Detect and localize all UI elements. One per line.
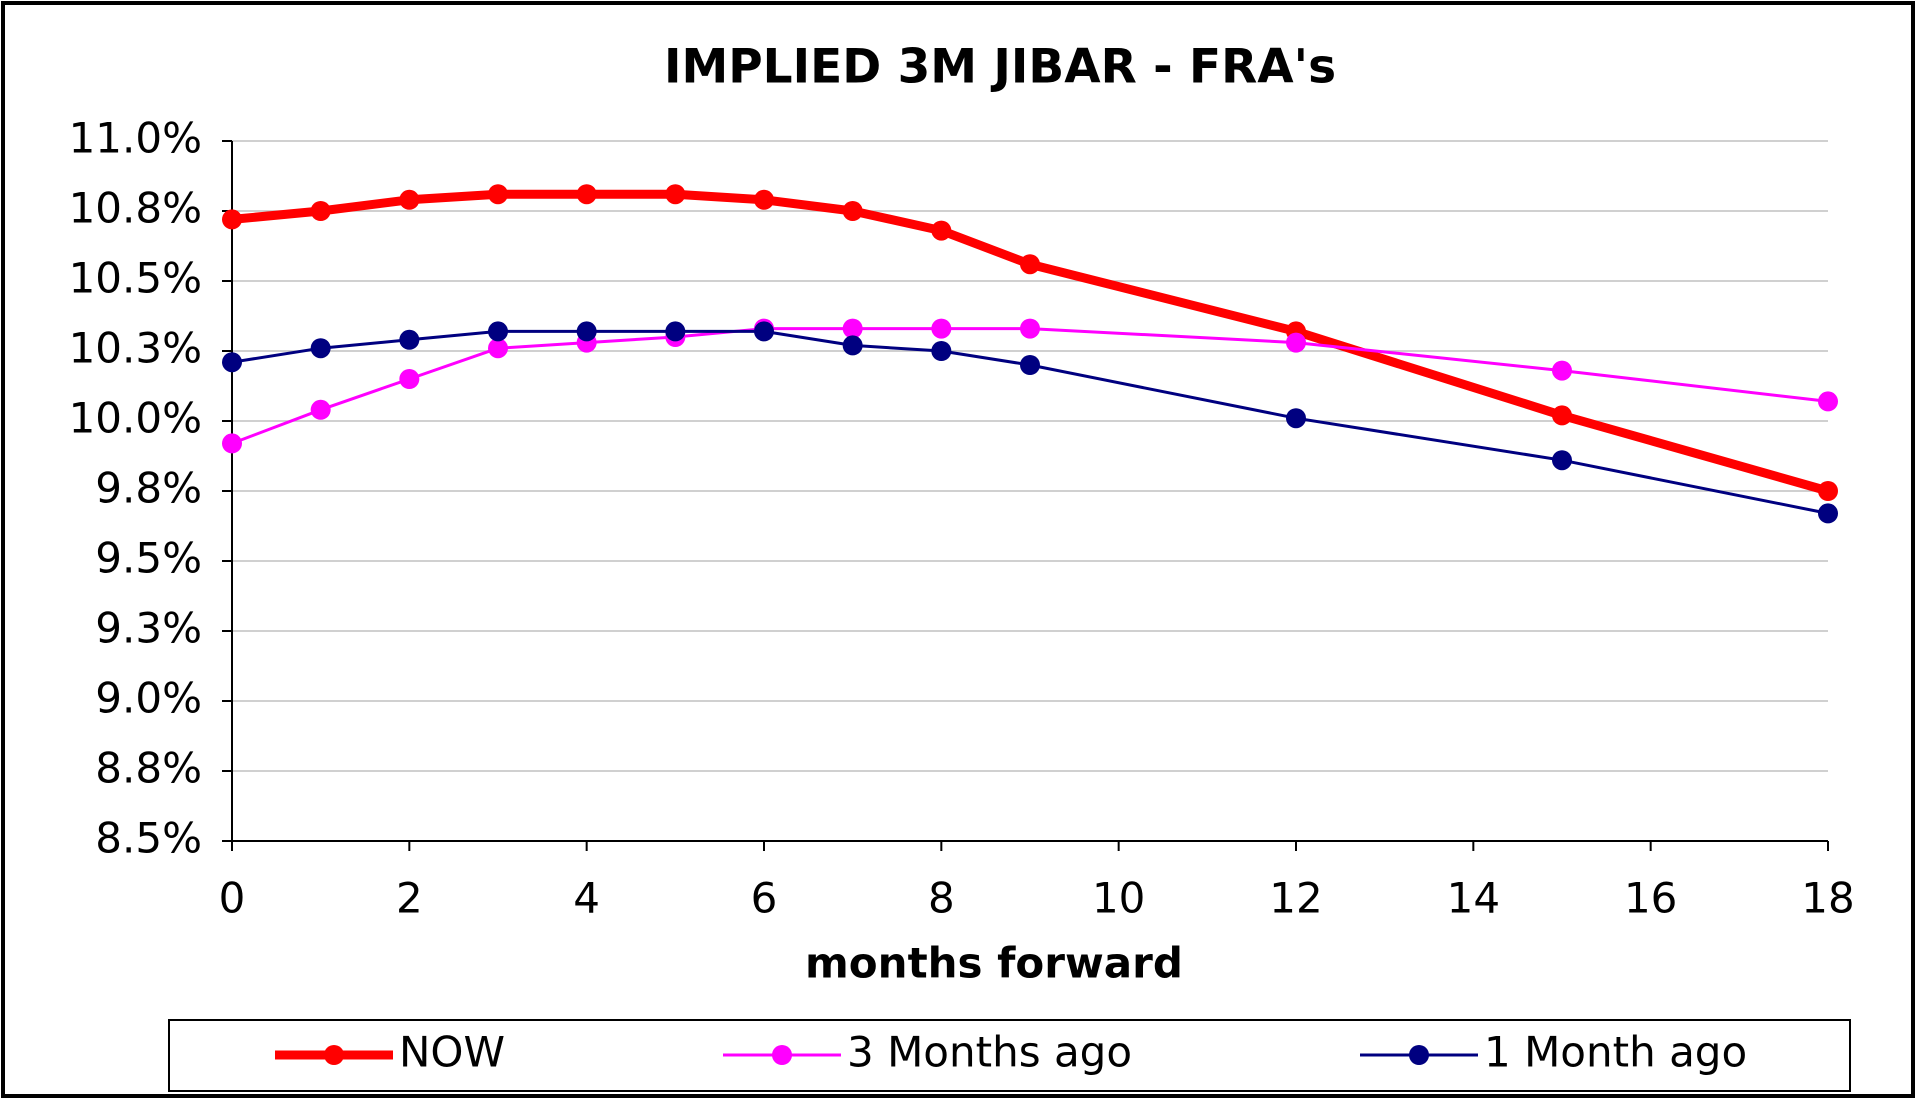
- data-point: [665, 321, 686, 342]
- data-point: [576, 321, 597, 342]
- x-tick-label: 12: [1269, 874, 1322, 923]
- data-point: [1552, 360, 1572, 381]
- data-point: [931, 220, 952, 241]
- y-tick-label: 9.8%: [95, 464, 202, 513]
- x-axis-title: months forward: [805, 939, 1183, 988]
- x-tick-label: 4: [573, 874, 600, 923]
- data-point: [1020, 318, 1040, 339]
- y-tick-label: 8.8%: [95, 744, 202, 793]
- x-tick-label: 10: [1092, 874, 1145, 923]
- x-tick-label: 6: [751, 874, 778, 923]
- data-point: [665, 184, 686, 205]
- y-tick-label: 10.0%: [69, 394, 202, 443]
- y-tick-label: 10.5%: [69, 254, 202, 303]
- data-point: [1818, 481, 1838, 501]
- legend-label: 1 Month ago: [1484, 1028, 1747, 1077]
- x-tick-label: 18: [1801, 874, 1854, 923]
- data-point: [1818, 503, 1838, 524]
- legend: [168, 1019, 1851, 1092]
- data-point: [1020, 355, 1040, 375]
- data-point: [1552, 450, 1572, 471]
- data-point: [488, 184, 508, 205]
- y-tick-label: 9.3%: [95, 604, 202, 653]
- legend-label: NOW: [399, 1028, 505, 1077]
- y-tick-label: 9.0%: [95, 674, 202, 723]
- data-point: [488, 338, 508, 359]
- y-tick-label: 10.8%: [69, 184, 202, 233]
- data-point: [222, 352, 242, 373]
- data-point: [310, 338, 331, 359]
- legend-marker: [324, 1045, 344, 1065]
- y-tick-label: 9.5%: [95, 534, 202, 583]
- data-point: [754, 321, 774, 342]
- data-point: [842, 318, 863, 339]
- x-tick-label: 0: [219, 874, 246, 923]
- data-point: [399, 189, 420, 210]
- y-tick-label: 8.5%: [95, 814, 202, 863]
- data-point: [399, 329, 420, 350]
- data-point: [310, 201, 331, 221]
- data-point: [576, 184, 597, 205]
- data-point: [310, 399, 331, 420]
- data-point: [1552, 405, 1572, 426]
- data-point: [842, 335, 863, 356]
- legend-label: 3 Months ago: [847, 1028, 1132, 1077]
- data-point: [1286, 332, 1306, 353]
- x-tick-label: 16: [1624, 874, 1677, 923]
- y-tick-label: 10.3%: [69, 324, 202, 373]
- data-point: [399, 369, 420, 389]
- legend-marker: [1409, 1045, 1429, 1065]
- y-tick-label: 11.0%: [69, 114, 202, 163]
- x-tick-label: 2: [396, 874, 423, 923]
- data-point: [931, 318, 952, 339]
- data-point: [842, 201, 863, 221]
- data-point: [488, 321, 508, 342]
- legend-marker: [772, 1045, 792, 1065]
- data-point: [1020, 254, 1040, 275]
- data-point: [931, 341, 952, 361]
- x-tick-label: 14: [1447, 874, 1500, 923]
- chart-title: IMPLIED 3M JIBAR - FRA's: [664, 40, 1336, 95]
- x-tick-label: 8: [928, 874, 955, 923]
- data-point: [222, 433, 242, 454]
- data-point: [754, 189, 774, 210]
- data-point: [1286, 408, 1306, 429]
- data-point: [1818, 391, 1838, 412]
- data-point: [222, 209, 242, 230]
